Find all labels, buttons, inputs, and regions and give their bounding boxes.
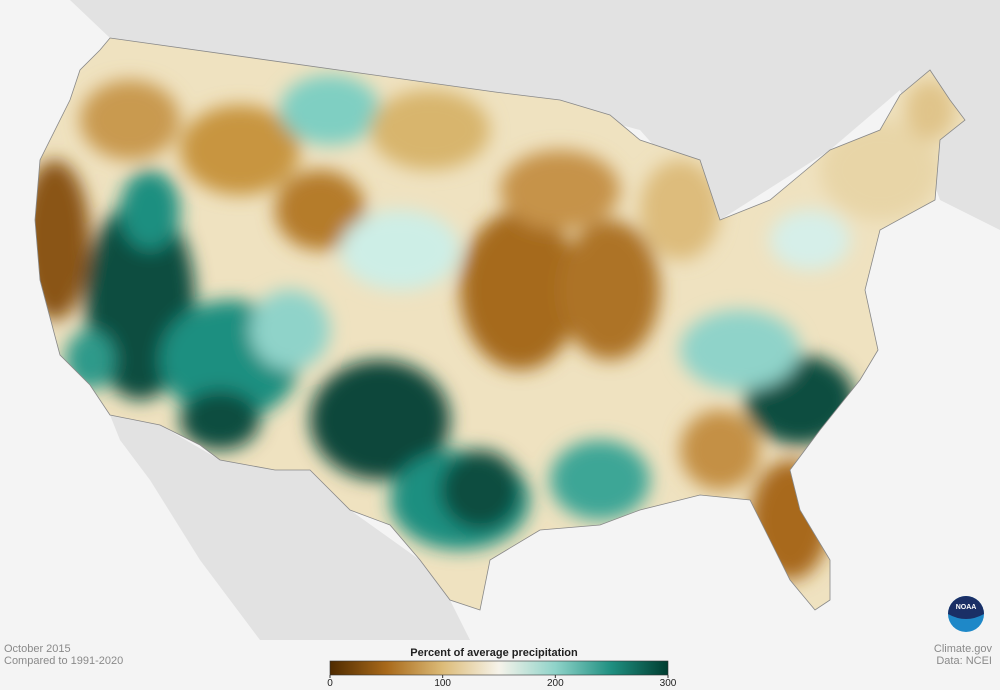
source: Data: NCEI: [936, 655, 992, 667]
credit: Climate.gov: [934, 643, 993, 655]
date: October 2015: [4, 643, 71, 655]
canada: [60, 0, 1000, 230]
legend-tick-label: 300: [660, 678, 677, 689]
legend-tick-label: 100: [434, 678, 451, 689]
logo-text: NOAA: [956, 604, 977, 611]
legend: Percent of average precipitation 0 100 200…: [327, 647, 677, 689]
legend-title: Percent of average precipitation: [410, 647, 578, 659]
mexico: [110, 415, 470, 640]
legend-tick-label: 200: [547, 678, 564, 689]
precipitation-field: [35, 38, 965, 610]
colorbar: [329, 660, 669, 676]
legend-tick-label: 0: [327, 678, 333, 689]
noaa-logo: NOAA: [948, 596, 984, 632]
baseline: Compared to 1991-2020: [4, 655, 123, 667]
